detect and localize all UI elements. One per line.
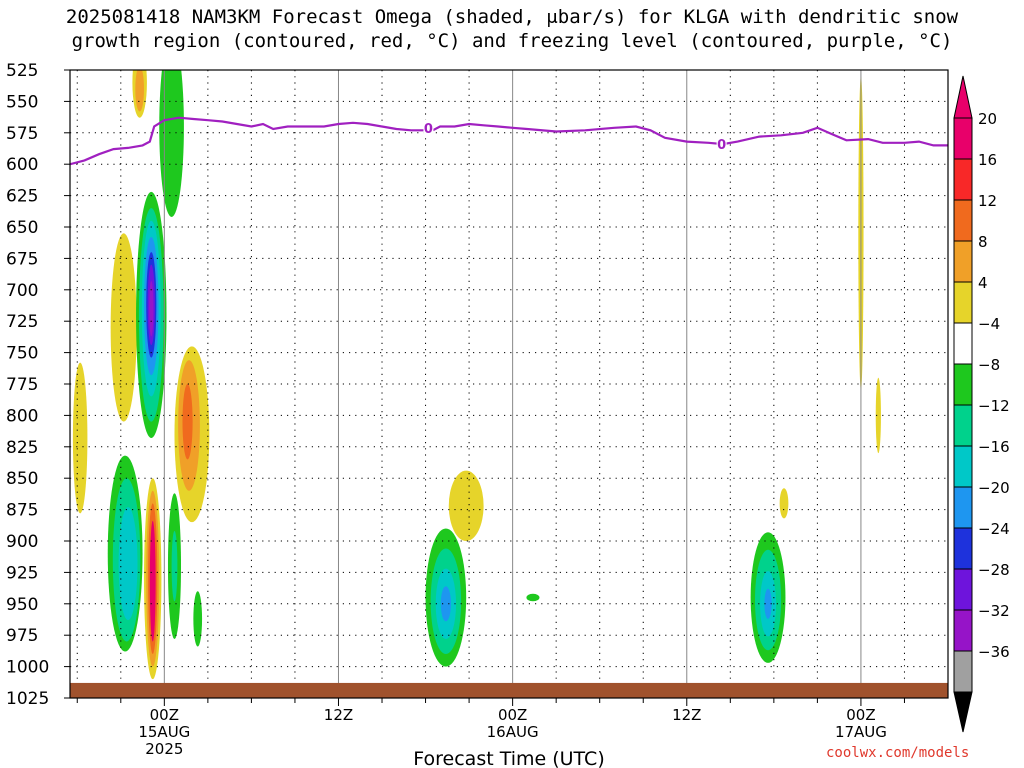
- omega-region-14: [182, 384, 193, 460]
- colorbar-label-7: −12: [978, 397, 1010, 415]
- colorbar-swatch-13: [953, 650, 973, 693]
- x-tick-label: 00Z: [846, 706, 875, 724]
- colorbar-swatch-11: [953, 568, 973, 611]
- colorbar-swatch-3: [953, 240, 973, 283]
- colorbar-label-5: −4: [978, 315, 1000, 333]
- colorbar-swatch-9: [953, 486, 973, 529]
- omega-shading: [72, 70, 881, 680]
- colorbar-label-12: −32: [978, 602, 1010, 620]
- y-tick-label: 650: [6, 218, 38, 238]
- y-tick-label: 550: [6, 92, 38, 112]
- omega-region-4: [72, 362, 88, 514]
- y-tick-label: 525: [6, 61, 38, 81]
- x-axis-title: Forecast Time (UTC): [413, 748, 604, 768]
- omega-region-37: [764, 588, 772, 619]
- surface-terrain: [70, 682, 948, 698]
- omega-region-21: [149, 520, 156, 642]
- x-tick-label: 12Z: [324, 706, 353, 724]
- colorbar-label-10: −24: [978, 520, 1010, 538]
- y-tick-label: 875: [6, 501, 38, 521]
- x-tick-year: 2025: [145, 740, 183, 758]
- colorbar-label-9: −20: [978, 479, 1010, 497]
- y-tick-label: 725: [6, 312, 38, 332]
- surface-band: [70, 682, 948, 698]
- y-tick-label: 925: [6, 563, 38, 583]
- colorbar-label-0: 20: [978, 110, 997, 128]
- omega-region-2: [159, 70, 184, 217]
- y-tick-label: 900: [6, 532, 38, 552]
- y-tick-label: 800: [6, 406, 38, 426]
- colorbar-swatch-10: [953, 527, 973, 570]
- x-tick-label: 00Z: [498, 706, 527, 724]
- colorbar-swatch-7: [953, 404, 973, 447]
- colorbar-swatch-0: [953, 117, 973, 160]
- y-tick-label: 675: [6, 249, 38, 269]
- y-axis: 525 550 575 600 625 650 675 700 725 750 775 800 825 8…: [6, 61, 70, 709]
- y-tick-label: 625: [6, 187, 38, 207]
- omega-region-24: [193, 591, 203, 647]
- y-tick-label: 750: [6, 344, 38, 364]
- colorbar-swatch-8: [953, 445, 973, 488]
- omega-region-3: [110, 233, 137, 422]
- omega-region-32: [875, 377, 881, 454]
- credit-link[interactable]: coolwx.com/models: [826, 745, 970, 761]
- colorbar-label-1: 16: [978, 151, 997, 169]
- chart-title-line1: 2025081418 NAM3KM Forecast Omega (shaded…: [65, 6, 959, 28]
- y-tick-label: 1000: [6, 658, 49, 678]
- colorbar-swatch-12: [953, 609, 973, 652]
- colorbar-label-13: −36: [978, 643, 1010, 661]
- colorbar-label-2: 12: [978, 192, 997, 210]
- freezing-level-label-0: 0: [424, 122, 433, 137]
- y-tick-label: 1025: [6, 689, 49, 709]
- colorbar-top-arrow: [953, 75, 973, 119]
- colorbar-bottom-arrow: [953, 691, 973, 733]
- omega-region-29: [440, 586, 451, 622]
- omega-region-33: [779, 488, 789, 519]
- colorbar-swatch-6: [953, 363, 973, 406]
- contour-label-bg: [716, 136, 727, 152]
- colorbar-swatch-5: [953, 322, 973, 365]
- y-tick-label: 850: [6, 469, 38, 489]
- omega-region-30: [526, 593, 540, 602]
- chart-title-line2: growth region (contoured, red, °C) and f…: [71, 30, 953, 52]
- x-tick-date: 17AUG: [835, 723, 887, 741]
- colorbar-swatch-1: [953, 158, 973, 201]
- colorbar-swatch-4: [953, 281, 973, 324]
- y-tick-label: 825: [6, 438, 38, 458]
- grid-lines: [70, 70, 948, 698]
- y-tick-label: 575: [6, 124, 38, 144]
- x-tick-label: 12Z: [672, 706, 701, 724]
- x-tick-label: 00Z: [150, 706, 179, 724]
- colorbar-label-3: 8: [978, 233, 988, 251]
- y-tick-label: 700: [6, 281, 38, 301]
- omega-region-1: [135, 70, 145, 112]
- colorbar-label-8: −16: [978, 438, 1010, 456]
- contour-label-bg: [423, 119, 434, 135]
- colorbar: 20 16 12 8 4 −4 −8 −12 −16 −20 −24 −28 −32 −36: [953, 75, 1010, 733]
- colorbar-swatch-2: [953, 199, 973, 242]
- colorbar-label-6: −8: [978, 356, 1000, 374]
- y-tick-label: 600: [6, 155, 38, 175]
- omega-region-17: [118, 507, 138, 621]
- x-tick-date: 16AUG: [487, 723, 539, 741]
- omega-region-11: [149, 281, 154, 337]
- x-tick-date: 15AUG: [138, 723, 190, 741]
- colorbar-label-4: 4: [978, 274, 988, 292]
- omega-region-25: [448, 470, 484, 541]
- y-tick-label: 975: [6, 626, 38, 646]
- y-tick-label: 775: [6, 375, 38, 395]
- freezing-level-line: [70, 116, 948, 166]
- omega-region-23: [171, 530, 178, 602]
- y-tick-label: 950: [6, 595, 38, 615]
- colorbar-label-11: −28: [978, 561, 1010, 579]
- freezing-level-label-1: 0: [717, 138, 726, 153]
- freezing-level: 00: [70, 116, 948, 166]
